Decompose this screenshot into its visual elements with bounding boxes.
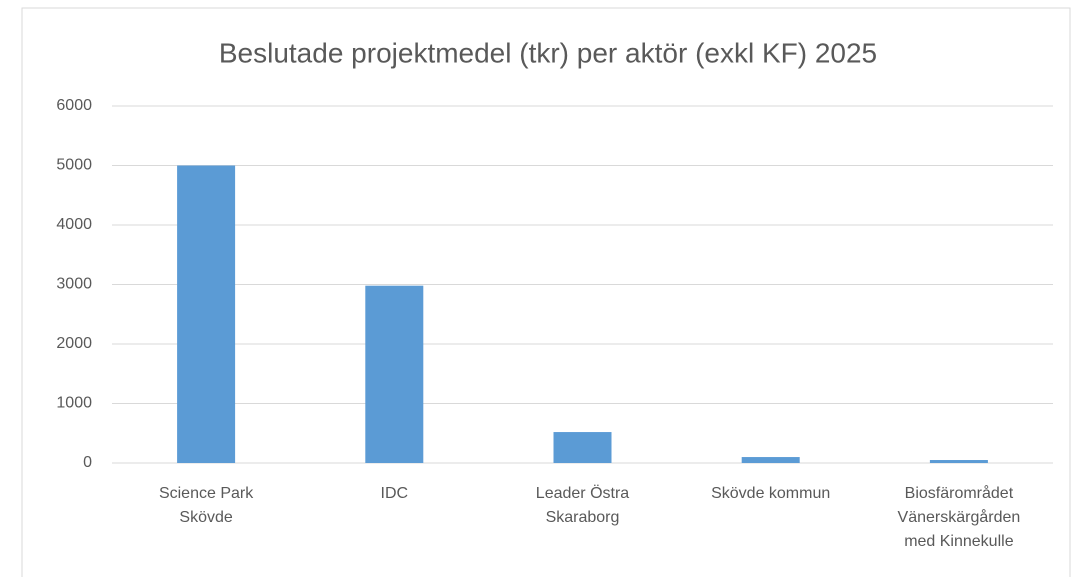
y-tick-label: 4000 bbox=[56, 216, 92, 233]
y-tick-label: 3000 bbox=[56, 276, 92, 293]
y-tick-label: 1000 bbox=[56, 395, 92, 412]
y-tick-label: 6000 bbox=[56, 97, 92, 114]
y-tick-label: 5000 bbox=[56, 157, 92, 174]
bar bbox=[365, 285, 424, 463]
x-tick-label: Leader Östra Skaraborg bbox=[535, 485, 630, 526]
y-tick-label: 0 bbox=[83, 454, 92, 471]
x-tick-label: Science Park Skövde bbox=[158, 485, 254, 526]
x-tick-label: Skövde kommun bbox=[711, 485, 831, 502]
bar bbox=[929, 460, 988, 463]
bar bbox=[553, 432, 612, 463]
bar bbox=[741, 457, 800, 463]
x-tick-label: IDC bbox=[380, 485, 409, 502]
bar bbox=[177, 165, 236, 463]
x-tick-label: Biosfärområdet Vänerskärgården med Kinne… bbox=[897, 485, 1021, 550]
y-tick-label: 2000 bbox=[56, 335, 92, 352]
chart-title: Beslutade projektmedel (tkr) per aktör (… bbox=[219, 37, 877, 68]
